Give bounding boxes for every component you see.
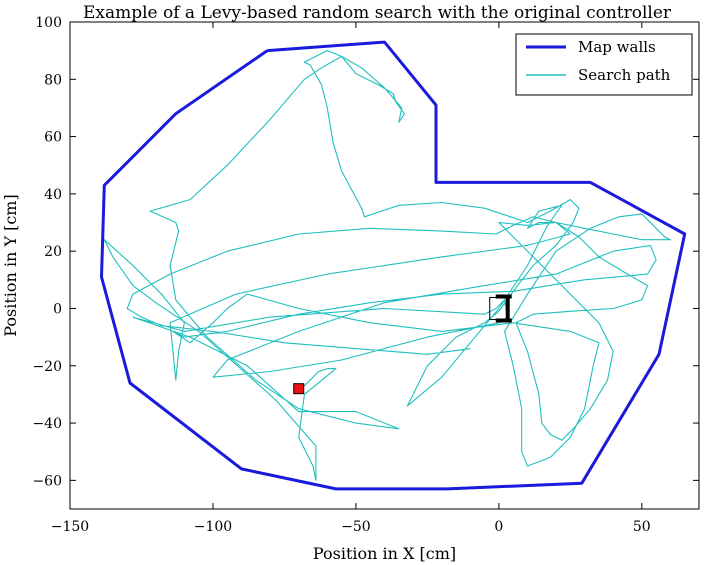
start-marker (293, 383, 305, 395)
y-axis-label: Position in Y [cm] (1, 194, 20, 336)
x-tick-label: 50 (633, 519, 651, 535)
y-tick-label: 40 (44, 187, 62, 203)
series-group (100, 40, 687, 491)
axes-frame (69, 21, 700, 510)
x-tick-label: 0 (494, 519, 503, 535)
markers-group (293, 294, 512, 395)
x-tick-label: −100 (194, 519, 232, 535)
plot-area (69, 21, 700, 510)
legend-label-path: Search path (578, 66, 671, 84)
chart-title: Example of a Levy-based random search wi… (83, 3, 672, 23)
y-tick-label: 60 (44, 130, 62, 146)
y-axis: −60 −40 −20 0 20 40 60 80 100 (32, 15, 699, 489)
y-tick-label: 80 (44, 72, 62, 88)
y-tick-label: 0 (53, 301, 62, 317)
y-tick-label: 20 (44, 244, 62, 260)
legend: Map walls Search path (515, 33, 693, 96)
y-tick-label: −20 (32, 359, 62, 375)
series-map-walls (100, 40, 687, 491)
y-tick-label: −60 (32, 473, 62, 489)
x-axis-label: Position in X [cm] (313, 544, 456, 563)
y-tick-label: 100 (35, 15, 62, 31)
x-tick-label: −150 (51, 519, 89, 535)
series-search-path (103, 50, 671, 481)
y-tick-label: −40 (32, 416, 62, 432)
legend-box (515, 33, 693, 96)
x-axis: −150 −100 −50 0 50 (51, 22, 651, 535)
legend-label-walls: Map walls (578, 38, 656, 56)
x-tick-label: −50 (341, 519, 371, 535)
